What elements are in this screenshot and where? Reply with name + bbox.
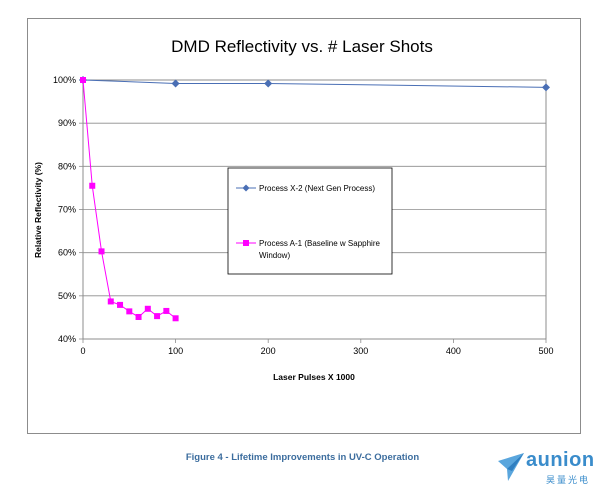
logo-name: aunion — [526, 449, 595, 471]
y-axis-ticks: 40% 50% 60% 70% 80% 90% 100% — [53, 75, 83, 344]
x-axis-label: Laser Pulses X 1000 — [273, 372, 355, 382]
data-point — [172, 315, 179, 322]
x-tick-label: 400 — [446, 346, 461, 356]
data-point — [135, 313, 142, 320]
legend: Process X-2 (Next Gen Process) Process A… — [227, 167, 393, 275]
data-point — [107, 298, 114, 305]
data-point — [80, 77, 86, 83]
figure-caption: Figure 4 - Lifetime Improvements in UV-C… — [185, 452, 420, 463]
x-tick-label: 300 — [353, 346, 368, 356]
y-tick-label: 40% — [58, 334, 76, 344]
data-point — [89, 182, 96, 189]
y-tick-label: 100% — [53, 75, 76, 85]
data-point — [542, 83, 550, 92]
data-point — [144, 305, 151, 312]
chart-title: DMD Reflectivity vs. # Laser Shots — [171, 37, 433, 56]
chart: DMD Reflectivity vs. # Laser Shots 40% 50… — [33, 37, 554, 382]
legend-marker-x2 — [242, 184, 250, 192]
x-tick-label: 200 — [261, 346, 276, 356]
legend-label-a1-line2: Window) — [259, 251, 290, 260]
y-tick-label: 60% — [58, 248, 76, 258]
y-tick-label: 90% — [58, 118, 76, 128]
data-point — [264, 79, 273, 88]
data-point — [98, 248, 105, 255]
data-point — [154, 313, 161, 320]
data-point — [126, 308, 133, 315]
series-layer — [79, 76, 550, 322]
legend-box — [227, 167, 393, 275]
x-tick-label: 0 — [80, 346, 85, 356]
x-axis-ticks: 0 100 200 300 400 500 — [80, 339, 554, 356]
logo-subtitle: 昊量光电 — [546, 476, 591, 486]
legend-label-x2: Process X-2 (Next Gen Process) — [259, 184, 375, 193]
data-point — [163, 307, 170, 314]
y-axis-label: Relative Reflectivity (%) — [33, 162, 43, 258]
x-tick-label: 500 — [538, 346, 553, 356]
paper-plane-logo-icon — [498, 453, 524, 481]
series-line-0 — [82, 79, 547, 88]
x-tick-label: 100 — [168, 346, 183, 356]
data-point — [117, 301, 124, 308]
company-logo: aunion 昊量光电 — [496, 449, 600, 486]
y-tick-label: 80% — [58, 161, 76, 171]
legend-label-a1: Process A-1 (Baseline w Sapphire — [259, 239, 381, 248]
legend-marker-a1 — [243, 240, 249, 246]
y-tick-label: 70% — [58, 205, 76, 215]
data-point — [171, 79, 180, 88]
y-tick-label: 50% — [58, 291, 76, 301]
